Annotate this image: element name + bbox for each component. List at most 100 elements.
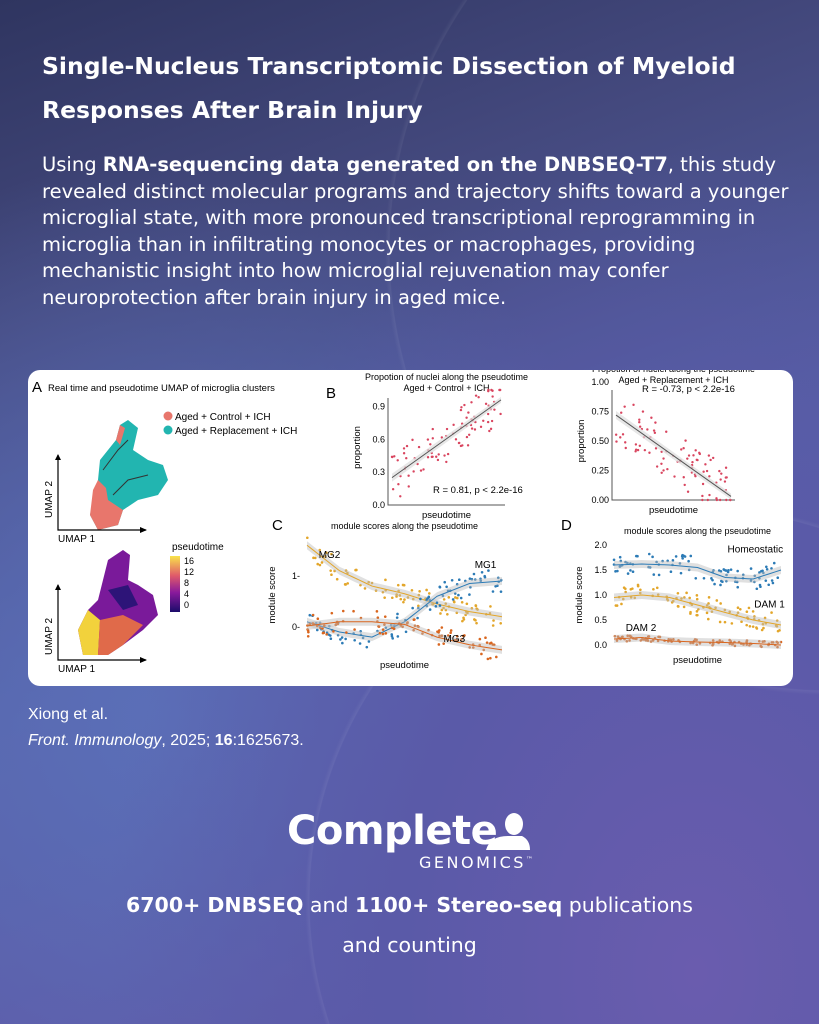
data-point-dam-2 — [742, 643, 745, 646]
smooth-curve — [306, 544, 503, 618]
data-point-homeostatic — [725, 573, 728, 577]
data-point-homeostatic — [765, 567, 769, 571]
data-point-mg3 — [381, 628, 385, 631]
series-label: DAM 1 — [754, 600, 785, 611]
data-point — [470, 427, 474, 430]
data-point-mg1 — [434, 605, 438, 608]
data-point — [695, 458, 698, 462]
confidence-band — [307, 541, 502, 621]
data-point-mg3 — [307, 630, 310, 634]
data-point-dam-1 — [745, 623, 748, 627]
data-point-homeostatic — [727, 568, 730, 572]
data-point — [708, 475, 711, 478]
data-point — [673, 475, 676, 478]
data-point — [402, 447, 406, 450]
data-point-dam-2 — [779, 640, 783, 644]
panel-letter-b: B — [326, 385, 336, 402]
data-point-mg3 — [308, 622, 312, 626]
data-point-mg3 — [325, 633, 328, 636]
data-point-mg1 — [396, 612, 399, 616]
data-point-dam-1 — [775, 619, 779, 622]
data-point-dam-2 — [733, 644, 737, 648]
x-axis-label: pseudotime — [649, 505, 698, 516]
data-point — [466, 444, 470, 447]
correlation-annotation: R = -0.73, p < 2.2e-16 — [642, 384, 735, 395]
data-point-homeostatic — [772, 561, 776, 565]
y-tick-label: 1- — [292, 571, 300, 581]
data-point-dam-1 — [656, 593, 660, 596]
data-point — [431, 437, 434, 440]
data-point-mg2 — [402, 600, 405, 604]
data-point-mg1 — [341, 641, 344, 645]
data-point-homeostatic — [636, 554, 639, 558]
data-point-dam-2 — [745, 639, 749, 642]
colorbar-tick: 8 — [184, 578, 189, 588]
data-point-mg1 — [435, 601, 439, 605]
data-point — [467, 411, 470, 414]
chart-subtitle: Aged + Replacement + ICH — [618, 375, 728, 385]
data-point-mg2 — [475, 621, 478, 625]
data-point-dam-2 — [628, 639, 631, 642]
data-point — [724, 466, 728, 469]
data-point-dam-2 — [776, 645, 779, 649]
y-tick-label: 0.00 — [591, 495, 609, 505]
data-point-dam-1 — [636, 583, 640, 587]
data-point-mg2 — [343, 583, 347, 586]
data-point — [708, 493, 711, 497]
data-point-dam-1 — [682, 605, 686, 609]
intro-paragraph: Using RNA-sequencing data generated on t… — [42, 152, 792, 311]
data-point-dam-1 — [714, 606, 717, 610]
data-point-homeostatic — [749, 567, 753, 570]
data-point-mg1 — [443, 580, 447, 584]
data-point — [407, 474, 410, 477]
data-point-homeostatic — [717, 569, 721, 572]
data-point-mg1 — [376, 629, 379, 633]
data-point-dam-1 — [728, 610, 732, 614]
data-point-dam-1 — [680, 597, 683, 600]
axis-line — [611, 390, 735, 501]
data-point-dam-1 — [748, 624, 752, 628]
data-point-dam-2 — [649, 640, 653, 643]
data-point-mg2 — [465, 602, 469, 606]
data-point-mg1 — [404, 630, 408, 634]
data-point — [638, 421, 641, 424]
umap-top-xlabel: UMAP 1 — [58, 534, 95, 545]
data-point — [465, 416, 468, 419]
tagline-text: and — [303, 893, 356, 917]
data-point — [686, 457, 689, 460]
data-point-dam-1 — [740, 620, 743, 624]
data-point-mg1 — [396, 635, 400, 638]
y-tick-label: 0.6 — [372, 434, 385, 444]
smooth-curve — [613, 636, 782, 646]
data-point-dam-2 — [757, 639, 761, 643]
data-point-mg2 — [355, 568, 358, 572]
data-point-mg3 — [383, 615, 387, 618]
panel-letter-a: A — [32, 379, 42, 396]
data-point-mg1 — [470, 577, 474, 581]
data-point — [641, 410, 645, 413]
data-point-mg2 — [318, 563, 322, 567]
data-point-mg3 — [332, 630, 335, 633]
data-point-mg1 — [426, 597, 429, 600]
data-point-mg2 — [333, 569, 336, 573]
data-point-mg2 — [346, 582, 350, 585]
data-point-dam-2 — [729, 640, 733, 643]
data-point-mg2 — [464, 613, 467, 617]
data-point-dam-1 — [683, 596, 686, 599]
data-point — [487, 389, 490, 393]
data-point-dam-1 — [705, 604, 709, 607]
colorbar-title: pseudotime — [172, 542, 224, 553]
data-point-mg3 — [359, 616, 363, 620]
data-point — [652, 429, 656, 432]
data-point-dam-1 — [705, 611, 709, 615]
data-point-mg2 — [406, 596, 410, 599]
data-point-dam-2 — [639, 639, 643, 642]
data-point — [614, 433, 618, 436]
data-point — [488, 429, 491, 433]
data-point-mg1 — [496, 576, 500, 580]
data-point-mg1 — [365, 645, 369, 649]
data-point-dam-1 — [762, 626, 765, 630]
data-point — [467, 433, 471, 437]
data-point — [636, 448, 640, 452]
data-point-mg1 — [451, 598, 455, 601]
